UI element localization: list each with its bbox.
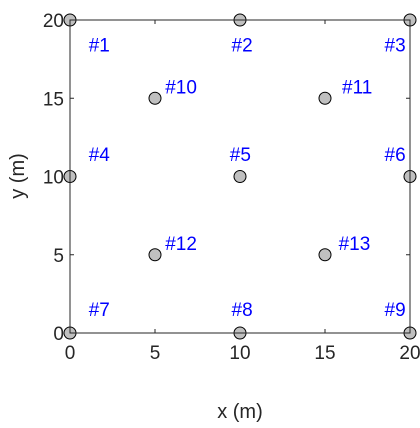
x-tick-label: 10 [229, 343, 250, 364]
plot-frame [69, 19, 411, 334]
y-tick-label: 5 [53, 246, 64, 267]
point-label: #11 [342, 78, 372, 99]
point-label: #12 [165, 234, 197, 255]
data-point [318, 248, 332, 262]
point-label: #9 [385, 300, 406, 321]
x-tick-label: 5 [150, 343, 161, 364]
point-label: #8 [232, 300, 253, 321]
point-label: #7 [89, 300, 110, 321]
point-label: #10 [165, 78, 197, 99]
x-tick-label: 0 [65, 343, 76, 364]
point-label: #13 [339, 234, 371, 255]
point-label: #2 [232, 35, 253, 56]
x-tick-label: 20 [399, 343, 420, 364]
point-label: #6 [385, 145, 406, 166]
data-point [233, 170, 247, 183]
point-label: #4 [89, 145, 111, 166]
point-label: #3 [385, 35, 406, 56]
point-label: #5 [230, 145, 251, 166]
y-tick-label: 10 [43, 168, 64, 189]
point-label: #1 [89, 35, 110, 56]
y-tick-label: 15 [43, 89, 64, 110]
x-tick-label: 15 [314, 343, 335, 364]
y-axis-label: y (m) [7, 153, 29, 199]
data-point [148, 248, 162, 262]
x-axis-label: x (m) [217, 401, 263, 423]
y-tick-label: 20 [43, 11, 64, 32]
data-point [318, 91, 332, 105]
data-point [148, 91, 162, 105]
y-tick-label: 0 [53, 324, 64, 345]
